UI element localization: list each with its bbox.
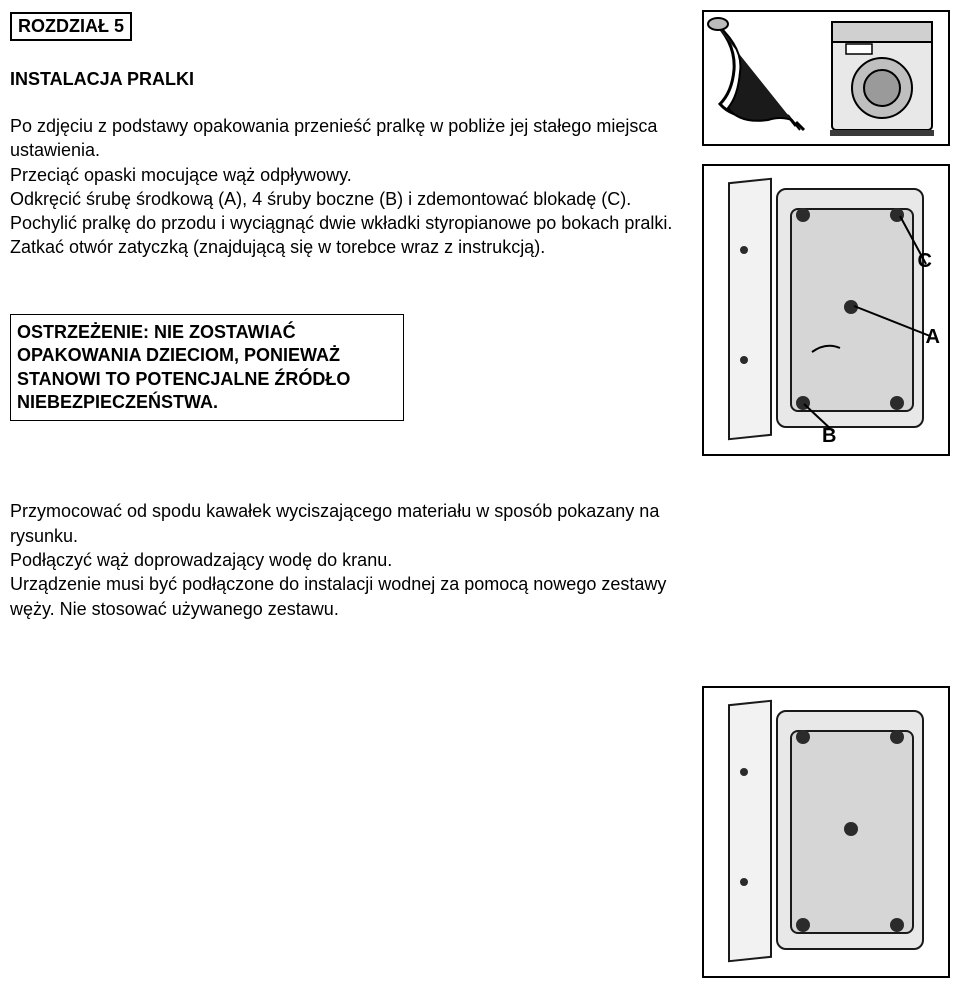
figure-back-panel-plain <box>702 686 950 978</box>
paragraph-2: Przymocować od spodu kawałek wyciszające… <box>10 499 684 620</box>
section-title: INSTALACJA PRALKI <box>10 69 684 90</box>
chapter-heading: ROZDZIAŁ 5 <box>10 12 132 41</box>
label-c: C <box>918 250 932 273</box>
warning-box: OSTRZEŻENIE: NIE ZOSTAWIAĆ OPAKOWANIA DZ… <box>10 314 404 422</box>
figure-hose-washer <box>702 10 950 146</box>
label-a: A <box>926 326 940 349</box>
figure-back-panel-labels: C A B <box>702 164 950 456</box>
paragraph-1: Po zdjęciu z podstawy opakowania przenie… <box>10 114 684 260</box>
label-b: B <box>822 425 836 448</box>
